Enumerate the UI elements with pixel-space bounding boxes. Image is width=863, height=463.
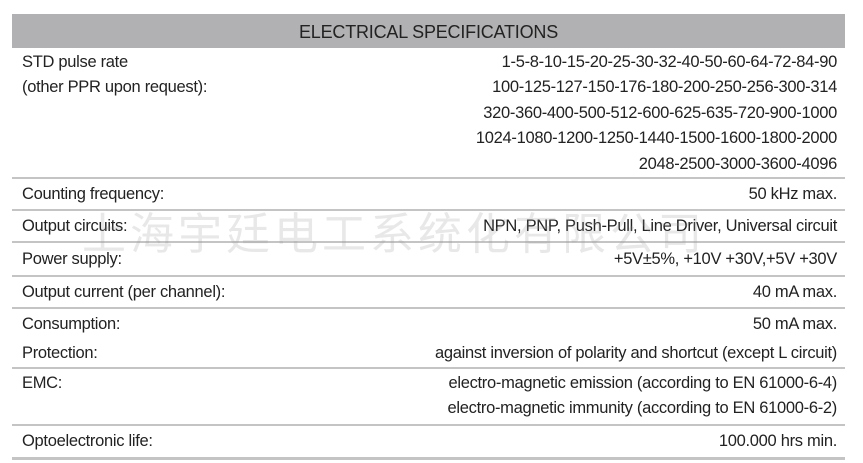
- value: electro-magnetic immunity (according to …: [447, 399, 838, 418]
- row-output-circuits: Output circuits: NPN, PNP, Push-Pull, Li…: [12, 211, 845, 243]
- label: Output circuits:: [22, 216, 128, 235]
- label: Counting frequency:: [22, 184, 164, 203]
- row-emc: EMC: electro-magnetic emission (accordin…: [12, 369, 845, 426]
- value: 50 mA max.: [752, 314, 837, 333]
- row-optoelectronic-life: Optoelectronic life: 100.000 hrs min.: [12, 426, 845, 460]
- label: STD pulse rate: [22, 53, 128, 71]
- table-header: ELECTRICAL SPECIFICATIONS: [12, 14, 845, 48]
- label: Output current (per channel):: [22, 282, 226, 301]
- label: EMC:: [22, 373, 63, 392]
- row-consumption: Consumption: 50 mA max.: [12, 309, 845, 339]
- value: 100-125-127-150-176-180-200-250-256-300-…: [492, 78, 837, 97]
- row-counting-frequency: Counting frequency: 50 kHz max.: [12, 179, 845, 211]
- row-power-supply: Power supply: +5V±5%, +10V +30V,+5V +30V: [12, 243, 845, 277]
- value: 320-360-400-500-512-600-625-635-720-900-…: [483, 103, 837, 122]
- value: NPN, PNP, Push-Pull, Line Driver, Univer…: [483, 216, 837, 235]
- label: (other PPR upon request):: [22, 78, 208, 97]
- row-pulse-rate: STD pulse rate (other PPR upon request):…: [12, 48, 845, 179]
- value: electro-magnetic emission (according to …: [448, 373, 837, 392]
- value: 50 kHz max.: [748, 184, 838, 203]
- value: 1-5-8-10-15-20-25-30-32-40-50-60-64-72-8…: [501, 53, 838, 71]
- value: 1024-1080-1200-1250-1440-1500-1600-1800-…: [475, 129, 837, 148]
- value: 40 mA max.: [752, 282, 837, 301]
- value: against inversion of polarity and shortc…: [434, 343, 837, 362]
- label: Protection:: [22, 343, 98, 362]
- row-protection: Protection: against inversion of polarit…: [12, 339, 845, 369]
- label: Consumption:: [22, 314, 121, 333]
- value: 2048-2500-3000-3600-4096: [638, 154, 838, 173]
- value: 100.000 hrs min.: [718, 431, 837, 450]
- label: Power supply:: [22, 249, 122, 268]
- row-output-current: Output current (per channel): 40 mA max.: [12, 277, 845, 309]
- electrical-specifications-table: ELECTRICAL SPECIFICATIONS STD pulse rate…: [12, 14, 845, 460]
- label: Optoelectronic life:: [22, 431, 153, 450]
- value: +5V±5%, +10V +30V,+5V +30V: [613, 249, 837, 268]
